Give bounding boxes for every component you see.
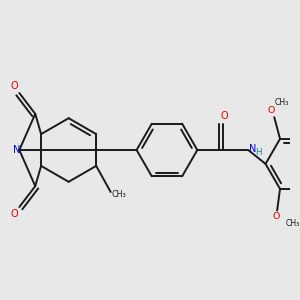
Text: N: N [13, 145, 21, 155]
Text: O: O [268, 106, 275, 115]
Text: N: N [249, 144, 256, 154]
Text: O: O [220, 111, 228, 121]
Text: H: H [255, 148, 261, 157]
Text: O: O [272, 212, 280, 221]
Text: CH₃: CH₃ [274, 98, 289, 106]
Text: O: O [10, 80, 18, 91]
Text: CH₃: CH₃ [286, 219, 300, 228]
Text: O: O [10, 209, 18, 220]
Text: CH₃: CH₃ [111, 190, 126, 199]
